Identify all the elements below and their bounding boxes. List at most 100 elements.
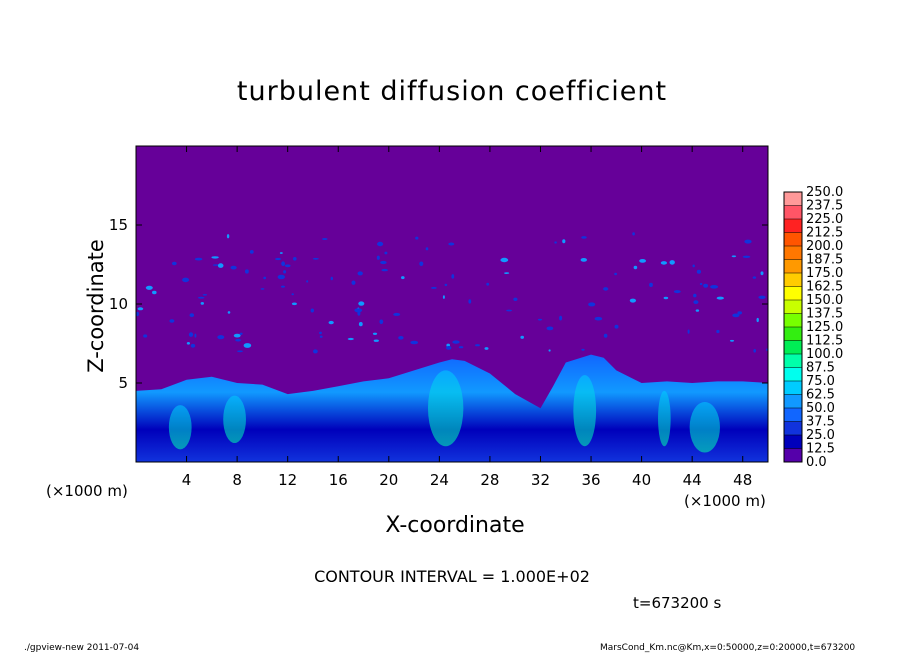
eddy <box>217 335 225 340</box>
eddy <box>189 313 195 318</box>
eddy <box>649 282 653 287</box>
colorbar-label: 112.5 <box>806 334 843 349</box>
eddy <box>351 280 356 285</box>
x-axis-unit-right: (×1000 m) <box>684 492 766 510</box>
eddy <box>306 280 309 283</box>
eddy <box>354 308 363 313</box>
eddy <box>194 333 197 338</box>
eddy <box>186 342 190 345</box>
y-tick-label: 5 <box>118 374 128 392</box>
eddy <box>239 332 243 335</box>
eddy <box>217 263 224 268</box>
eddy <box>194 257 203 261</box>
y-tick-label: 15 <box>109 216 128 234</box>
eddy <box>376 255 380 260</box>
x-tick-label: 44 <box>683 471 702 489</box>
colorbar-swatch <box>784 205 802 220</box>
plume-0 <box>573 375 597 447</box>
x-tick-label: 24 <box>430 471 449 489</box>
eddy <box>693 293 697 298</box>
eddy <box>277 274 285 280</box>
eddy <box>401 276 405 280</box>
eddy <box>581 236 587 239</box>
plume-5 <box>689 401 720 453</box>
x-tick-label: 8 <box>232 471 242 489</box>
eddy <box>200 302 204 305</box>
eddy <box>699 282 703 286</box>
eddy <box>580 258 587 262</box>
eddy <box>328 320 334 325</box>
eddy <box>629 298 637 303</box>
colorbar-label: 162.5 <box>806 280 843 295</box>
eddy <box>588 302 596 307</box>
eddy <box>249 250 254 254</box>
x-tick-label: 32 <box>531 471 550 489</box>
eddy <box>452 340 460 344</box>
eddy <box>377 241 384 247</box>
eddy <box>632 232 635 236</box>
eddy <box>263 276 267 280</box>
eddy <box>554 241 557 244</box>
eddy <box>716 329 720 334</box>
eddy <box>235 338 241 342</box>
eddy <box>136 311 140 317</box>
eddy <box>506 309 512 312</box>
colorbar-swatch <box>784 381 802 395</box>
eddy <box>291 293 294 296</box>
eddy <box>281 261 285 267</box>
plume-4 <box>168 405 192 450</box>
colorbar-swatch <box>784 246 802 260</box>
colorbar-swatch <box>784 232 802 247</box>
eddy <box>260 288 265 290</box>
colorbar-label: 250.0 <box>806 185 843 200</box>
contour-interval-text: CONTOUR INTERVAL = 1.000E+02 <box>314 567 590 586</box>
eddy <box>500 257 509 263</box>
eddy <box>693 300 699 304</box>
eddy <box>415 236 419 240</box>
colorbar-label: 62.5 <box>806 388 835 403</box>
eddy <box>182 277 190 283</box>
eddy <box>486 282 490 286</box>
eddy <box>663 296 669 300</box>
x-tick-label: 48 <box>733 471 752 489</box>
eddy <box>458 346 464 349</box>
eddy <box>243 343 252 348</box>
eddy <box>379 319 384 325</box>
colorbar-swatch <box>784 219 802 233</box>
eddy <box>513 297 518 301</box>
eddy <box>475 344 480 347</box>
colorbar-label: 25.0 <box>806 428 835 443</box>
plume-3 <box>223 395 246 444</box>
eddy <box>603 287 609 291</box>
eddy <box>673 290 681 294</box>
eddy <box>752 276 757 279</box>
eddy <box>380 260 387 265</box>
eddy <box>446 343 451 347</box>
eddy <box>322 238 328 240</box>
eddy <box>410 340 419 345</box>
eddy <box>451 274 455 279</box>
eddy <box>692 264 695 268</box>
eddy <box>137 307 144 311</box>
eddy <box>484 347 489 350</box>
colorbar-swatch <box>784 192 802 206</box>
eddy <box>237 350 243 353</box>
eddy <box>537 318 543 321</box>
colorbar-label: 87.5 <box>806 361 835 376</box>
eddy <box>594 316 603 321</box>
colorbar-label: 212.5 <box>806 226 843 241</box>
eddy <box>319 331 322 335</box>
eddy <box>330 276 333 281</box>
eddy <box>446 346 452 350</box>
eddy <box>393 312 401 316</box>
eddy <box>398 336 404 340</box>
x-tick-label: 20 <box>379 471 398 489</box>
colorbar-label: 50.0 <box>806 401 835 416</box>
colorbar-label: 150.0 <box>806 293 843 308</box>
x-tick-label: 40 <box>632 471 651 489</box>
eddy <box>211 256 219 259</box>
colorbar-label: 37.5 <box>806 415 835 430</box>
colorbar-label: 75.0 <box>806 374 835 389</box>
eddy <box>758 295 766 299</box>
eddy <box>633 265 638 270</box>
